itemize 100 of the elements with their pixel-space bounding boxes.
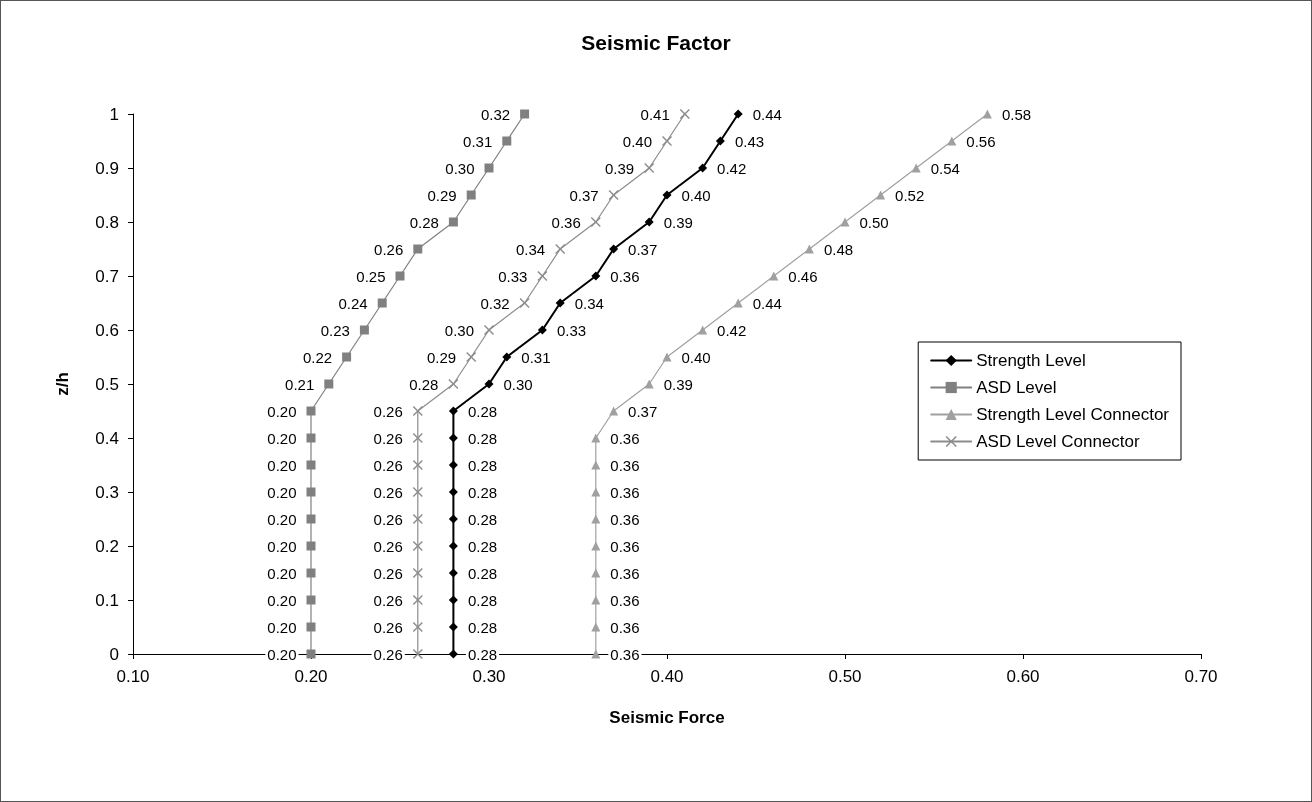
data-label: 0.26	[374, 240, 404, 258]
data-label: 0.32	[480, 105, 511, 123]
data-label: 0.41	[640, 105, 670, 123]
x-tick-label: 0.10	[116, 667, 150, 686]
data-label: 0.26	[373, 618, 403, 636]
data-label: 0.52	[895, 186, 925, 204]
data-label: 0.26	[373, 483, 403, 501]
x-tick-label: 0.40	[650, 667, 684, 686]
data-label: 0.36	[610, 591, 640, 609]
x-tick-label: 0.50	[828, 667, 862, 686]
data-label: 0.28	[467, 483, 498, 501]
y-tick-label: 0.3	[95, 482, 119, 502]
data-label: 0.20	[267, 510, 297, 528]
data-label: 0.21	[285, 375, 315, 393]
data-label: 0.23	[320, 321, 350, 339]
data-label: 0.28	[467, 645, 498, 663]
y-tick-label: 0	[109, 644, 119, 664]
y-tick-label: 0.7	[95, 266, 119, 286]
data-label: 0.36	[610, 510, 640, 528]
y-tick-label: 0.5	[95, 374, 119, 394]
data-label: 0.36	[610, 618, 640, 636]
legend-label: Strength Level Connector	[976, 405, 1170, 424]
data-label: 0.28	[467, 402, 498, 420]
data-label: 0.28	[409, 213, 439, 231]
data-label: 0.56	[966, 132, 996, 150]
data-label: 0.31	[521, 348, 551, 366]
y-tick-label: 0.2	[95, 536, 119, 556]
data-label: 0.34	[574, 294, 604, 312]
data-label: 0.28	[467, 618, 498, 636]
data-label: 0.28	[467, 591, 498, 609]
data-label: 0.28	[409, 375, 439, 393]
data-label: 0.28	[467, 564, 498, 582]
data-label: 0.36	[610, 483, 640, 501]
data-label: 0.28	[467, 510, 498, 528]
y-axis-title: z/h	[53, 372, 72, 396]
data-label: 0.39	[663, 375, 693, 393]
data-label: 0.20	[267, 618, 297, 636]
data-label: 0.20	[267, 456, 297, 474]
data-label: 0.36	[610, 645, 640, 663]
data-label: 0.26	[373, 429, 403, 447]
x-tick-label: 0.20	[294, 667, 328, 686]
data-label: 0.20	[267, 537, 297, 555]
data-label: 0.26	[373, 510, 403, 528]
data-label: 0.24	[338, 294, 368, 312]
data-label: 0.26	[373, 456, 403, 474]
data-label: 0.22	[302, 348, 333, 366]
data-label: 0.40	[622, 132, 652, 150]
y-tick-label: 0.9	[95, 158, 119, 178]
data-label: 0.36	[610, 564, 640, 582]
y-tick-label: 0.1	[95, 590, 119, 610]
data-label: 0.20	[267, 564, 297, 582]
data-label: 0.36	[610, 267, 640, 285]
data-label: 0.33	[498, 267, 528, 285]
data-label: 0.32	[480, 294, 510, 312]
x-tick-label: 0.70	[1184, 667, 1218, 686]
y-tick-label: 0.8	[95, 212, 119, 232]
data-label: 0.44	[752, 105, 782, 123]
data-label: 0.37	[628, 402, 658, 420]
data-label: 0.48	[823, 240, 854, 258]
data-label: 0.58	[1001, 105, 1032, 123]
x-tick-label: 0.30	[472, 667, 506, 686]
legend-label: Strength Level	[976, 351, 1086, 370]
data-label: 0.30	[503, 375, 533, 393]
data-label: 0.28	[467, 456, 498, 474]
data-label: 0.37	[569, 186, 599, 204]
data-label: 0.25	[356, 267, 386, 285]
data-label: 0.28	[467, 537, 498, 555]
data-label: 0.28	[467, 429, 498, 447]
legend-label: ASD Level Connector	[976, 432, 1141, 451]
x-axis-title: Seismic Force	[609, 708, 725, 727]
data-label: 0.46	[788, 267, 818, 285]
data-label: 0.42	[717, 159, 747, 177]
data-label: 0.31	[463, 132, 493, 150]
data-label: 0.50	[859, 213, 889, 231]
y-tick-label: 0.4	[95, 428, 119, 448]
data-label: 0.36	[551, 213, 581, 231]
data-label: 0.44	[752, 294, 782, 312]
data-label: 0.26	[373, 645, 403, 663]
data-label: 0.37	[628, 240, 658, 258]
data-label: 0.39	[663, 213, 693, 231]
data-label: 0.20	[267, 402, 297, 420]
chart-title: Seismic Factor	[581, 31, 731, 54]
data-label: 0.36	[610, 456, 640, 474]
y-tick-label: 1	[109, 104, 119, 124]
data-label: 0.36	[610, 429, 640, 447]
data-label: 0.30	[445, 159, 475, 177]
data-label: 0.26	[373, 564, 403, 582]
data-label: 0.20	[267, 483, 297, 501]
data-label: 0.43	[734, 132, 765, 150]
x-tick-label: 0.60	[1006, 667, 1040, 686]
data-label: 0.20	[267, 429, 297, 447]
data-label: 0.42	[717, 321, 747, 339]
data-label: 0.20	[267, 591, 297, 609]
data-label: 0.34	[516, 240, 546, 258]
data-label: 0.29	[427, 348, 457, 366]
data-label: 0.40	[681, 186, 711, 204]
data-label: 0.36	[610, 537, 640, 555]
data-label: 0.33	[556, 321, 587, 339]
data-label: 0.29	[427, 186, 457, 204]
data-label: 0.39	[605, 159, 635, 177]
